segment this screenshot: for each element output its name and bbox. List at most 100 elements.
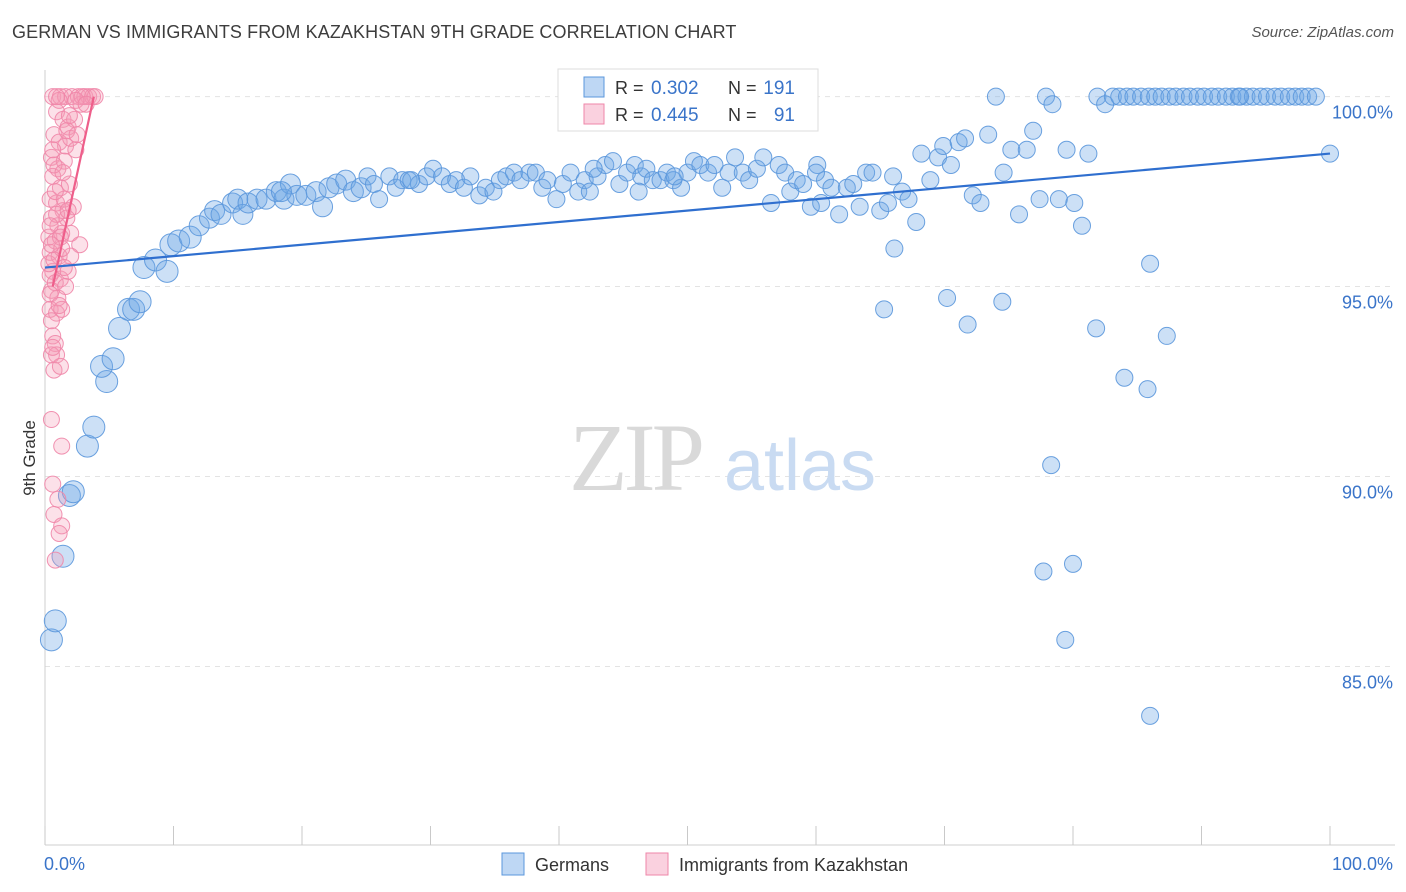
- germans-point: [1146, 87, 1165, 106]
- germans-point: [520, 163, 539, 182]
- n-value: 191: [763, 78, 795, 99]
- germans-point: [844, 174, 863, 193]
- germans-point: [417, 167, 436, 186]
- kazakhstan-point: [50, 297, 68, 315]
- germans-point: [794, 174, 813, 193]
- germans-point: [1115, 368, 1134, 387]
- germans-point: [822, 178, 841, 197]
- germans-point: [122, 297, 146, 321]
- germans-point: [1110, 87, 1129, 106]
- germans-point: [815, 171, 834, 190]
- germans-point: [1065, 193, 1084, 212]
- germans-point: [433, 167, 452, 186]
- germans-point: [956, 129, 975, 148]
- kazakhstan-point: [67, 141, 85, 159]
- germans-point: [1042, 456, 1061, 475]
- source-credit: Source: ZipAtlas.com: [1251, 24, 1394, 41]
- germans-point: [1195, 87, 1214, 106]
- germans-point: [719, 163, 738, 182]
- germans-point: [484, 182, 503, 201]
- germans-point: [132, 256, 156, 280]
- germans-point: [1034, 562, 1053, 581]
- r-value: 0.302: [651, 78, 699, 99]
- germans-point: [1124, 87, 1143, 106]
- kazakhstan-point: [41, 285, 59, 303]
- germans-point: [1265, 87, 1284, 106]
- germans-point: [358, 167, 377, 186]
- germans-point: [178, 225, 202, 249]
- germans-point: [547, 190, 566, 209]
- germans-point: [1152, 87, 1171, 106]
- germans-point: [1037, 87, 1056, 106]
- germans-point: [618, 163, 637, 182]
- kazakhstan-point: [57, 278, 75, 296]
- r-value: 0.445: [651, 105, 699, 126]
- germans-point: [878, 193, 897, 212]
- germans-point: [921, 171, 940, 190]
- kazakhstan-point: [77, 95, 95, 113]
- germans-point: [1002, 140, 1021, 159]
- germans-point: [1223, 87, 1242, 106]
- germans-point: [370, 190, 389, 209]
- germans-point: [39, 628, 63, 652]
- germans-point: [461, 167, 480, 186]
- germans-point: [90, 354, 114, 378]
- n-label: N =: [728, 105, 757, 125]
- germans-point: [1139, 87, 1158, 106]
- germans-point: [1079, 144, 1098, 163]
- germans-point: [857, 163, 876, 182]
- germans-point: [1157, 326, 1176, 345]
- series-kazakhstan: [40, 88, 104, 569]
- germans-point: [505, 163, 524, 182]
- germans-point: [402, 171, 421, 190]
- germans-point: [1056, 630, 1075, 649]
- n-value: 91: [774, 105, 795, 126]
- germans-point: [1306, 87, 1325, 106]
- germans-point: [1049, 190, 1068, 209]
- legend-swatch-germans: [501, 852, 525, 876]
- germans-point: [986, 87, 1005, 106]
- germans-point: [907, 212, 926, 231]
- germans-point: [1017, 140, 1036, 159]
- germans-point: [625, 155, 644, 174]
- germans-point: [1209, 87, 1228, 106]
- kazakhstan-point: [42, 312, 60, 330]
- germans-point: [705, 155, 724, 174]
- germans-point: [1043, 95, 1062, 114]
- germans-point: [769, 155, 788, 174]
- germans-point: [726, 148, 745, 167]
- germans-point: [246, 188, 268, 210]
- germans-point: [1231, 87, 1250, 106]
- germans-point: [637, 159, 656, 178]
- germans-point: [1180, 87, 1199, 106]
- germans-point: [643, 171, 662, 190]
- germans-point: [629, 182, 648, 201]
- germans-point: [1103, 87, 1122, 106]
- germans-point: [1160, 87, 1179, 106]
- germans-point: [1166, 87, 1185, 106]
- germans-point: [733, 163, 752, 182]
- germans-point: [1243, 87, 1262, 106]
- kazakhstan-point: [44, 338, 62, 356]
- x-tick-label: 0.0%: [44, 854, 85, 874]
- germans-point: [808, 155, 827, 174]
- kazakhstan-point: [42, 411, 60, 429]
- germans-point: [1072, 216, 1091, 235]
- germans-point: [1237, 87, 1256, 106]
- germans-point: [511, 171, 530, 190]
- legend-label-germans: Germans: [535, 855, 609, 875]
- germans-point: [747, 159, 766, 178]
- germans-point: [454, 178, 473, 197]
- germans-point: [1010, 205, 1029, 224]
- germans-point: [850, 197, 869, 216]
- germans-point: [994, 163, 1013, 182]
- kazakhstan-point: [48, 88, 66, 106]
- germans-point: [270, 181, 292, 203]
- germans-point: [57, 483, 81, 507]
- germans-point: [51, 544, 75, 568]
- germans-point: [1279, 87, 1298, 106]
- germans-point: [1141, 706, 1160, 725]
- kazakhstan-point: [54, 164, 72, 182]
- germans-point: [312, 196, 334, 218]
- germans-point: [1030, 190, 1049, 209]
